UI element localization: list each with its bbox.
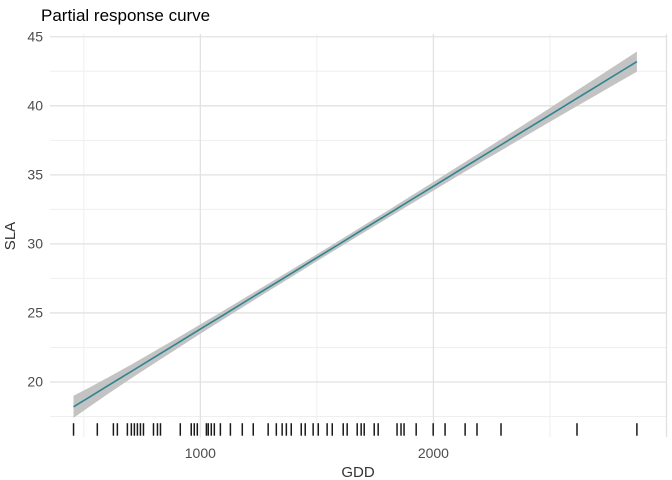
x-axis-title: GDD [341, 464, 375, 480]
rug-marks [72, 423, 638, 436]
y-tick-label: 45 [27, 29, 43, 45]
y-tick-label: 30 [27, 236, 43, 252]
y-tick-label: 35 [27, 167, 43, 183]
chart-title: Partial response curve [41, 6, 210, 25]
tick-labels: 20 25 30 35 40 45 1000 2000 [27, 29, 449, 461]
trend-line [73, 60, 638, 408]
gridlines-minor [50, 34, 667, 438]
y-tick-label: 40 [27, 98, 43, 114]
x-tick-label: 1000 [185, 445, 216, 461]
x-tick-label: 2000 [418, 445, 449, 461]
y-axis-title: SLA [2, 222, 19, 250]
fitted-line [73, 60, 638, 408]
y-tick-label: 20 [27, 374, 43, 390]
y-tick-label: 25 [27, 305, 43, 321]
